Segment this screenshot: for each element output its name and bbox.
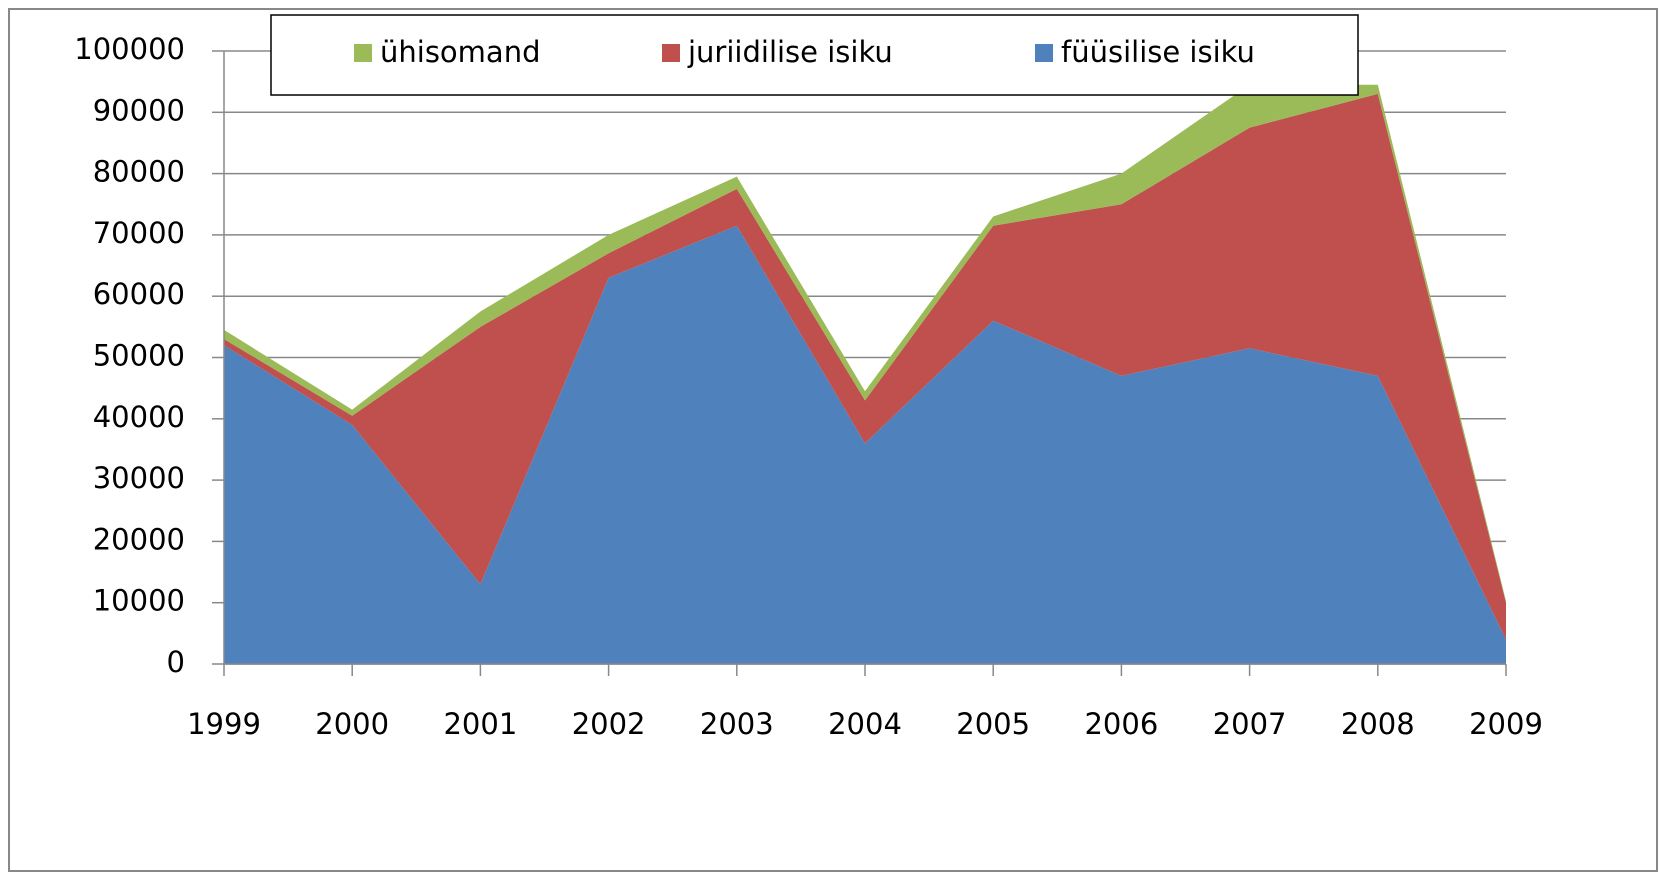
legend-box [270,14,1359,96]
y-tick-label: 70000 [93,216,185,250]
y-tick-label: 40000 [93,400,185,434]
x-tick-label: 2008 [1341,707,1415,741]
y-tick-label: 0 [167,645,185,679]
legend-swatch [662,44,680,62]
area [224,93,1506,640]
x-tick-label: 2009 [1469,707,1543,741]
legend-label: ühisomand [380,35,540,69]
y-tick-label: 80000 [93,155,185,189]
x-tick-label: 2004 [828,707,902,741]
y-tick-label: 90000 [93,93,185,127]
axes: 0 10000 20000 30000 40000 50000 60000 70000 8000… [74,32,1543,741]
y-tick-label: 50000 [93,339,185,373]
x-tick-label: 2005 [956,707,1030,741]
x-tick-label: 2003 [700,707,774,741]
y-tick-label: 30000 [93,461,185,495]
legend-swatch [354,44,372,62]
legend-label: füüsilise isiku [1061,35,1255,69]
x-tick-label: 2000 [315,707,389,741]
x-tick-label: 2002 [572,707,646,741]
areas [224,84,1506,664]
legend-label: juriidilise isiku [687,35,893,69]
x-tick-label: 2007 [1213,707,1287,741]
x-tick-label: 2001 [443,707,517,741]
x-tick-label: 1999 [187,707,261,741]
legend: ühisomand juriidilise isiku füüsilise isik… [270,14,1359,96]
y-tick-label: 20000 [93,522,185,556]
x-tick-label: 2006 [1084,707,1158,741]
y-tick-label: 10000 [93,584,185,618]
y-tick-label: 60000 [93,277,185,311]
legend-swatch [1035,44,1053,62]
y-tick-label: 100000 [74,32,185,66]
area [224,225,1506,664]
